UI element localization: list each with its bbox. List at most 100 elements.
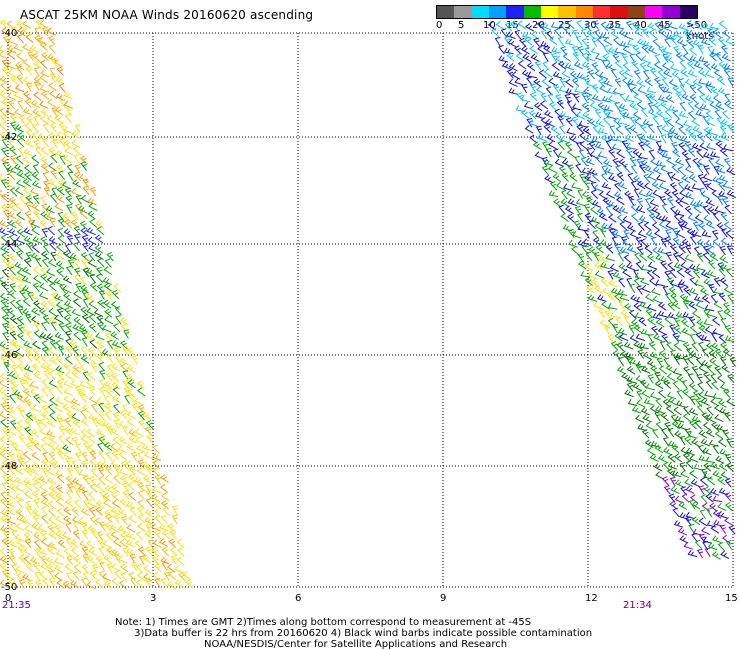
- wind-barb: [1, 427, 10, 437]
- wind-barb: [137, 522, 146, 532]
- wind-barb: [661, 151, 672, 159]
- wind-barb: [78, 484, 88, 493]
- wind-barb: [57, 235, 66, 245]
- wind-barb: [662, 461, 671, 472]
- wind-barb: [7, 37, 17, 45]
- wind-barb: [717, 541, 726, 552]
- wind-barb: [66, 555, 74, 566]
- wind-barb: [134, 476, 144, 485]
- wind-barb: [120, 532, 128, 542]
- wind-barb: [65, 265, 73, 276]
- wind-barb: [693, 204, 702, 214]
- wind-barb: [631, 406, 642, 414]
- wind-barb: [646, 359, 656, 368]
- wind-barb: [151, 467, 160, 477]
- wind-barb: [724, 93, 731, 103]
- wind-barb: [1, 193, 9, 203]
- wind-barb: [675, 229, 686, 239]
- wind-barb: [691, 183, 702, 191]
- wind-barb: [48, 516, 57, 526]
- wind-barb: [5, 107, 15, 116]
- wind-barb: [642, 40, 653, 48]
- wind-barb: [0, 547, 8, 558]
- wind-barb: [80, 161, 88, 171]
- wind-barb: [612, 53, 620, 63]
- wind-barb: [14, 61, 25, 70]
- wind-barb: [182, 571, 192, 580]
- wind-barb: [626, 365, 636, 375]
- wind-barb: [662, 53, 669, 63]
- wind-barb: [548, 141, 558, 150]
- wind-barb: [555, 182, 566, 191]
- wind-barb: [7, 69, 17, 78]
- wind-barb: [32, 210, 41, 220]
- wind-barb: [658, 365, 667, 375]
- wind-barb: [508, 62, 518, 72]
- wind-barb: [536, 133, 547, 142]
- wind-barb: [63, 547, 73, 557]
- wind-barb: [685, 460, 694, 470]
- wind-barb: [671, 148, 681, 158]
- wind-barb: [718, 20, 728, 30]
- wind-barb: [558, 204, 566, 215]
- wind-barb: [577, 224, 588, 232]
- wind-barb: [673, 355, 681, 365]
- wind-barb: [687, 549, 698, 558]
- wind-barb: [63, 126, 73, 134]
- wind-barb: [684, 254, 694, 263]
- wind-barb: [70, 547, 79, 557]
- wind-barb: [22, 450, 31, 461]
- wind-barb: [166, 563, 176, 573]
- wind-barb: [58, 322, 65, 333]
- wind-barb: [661, 62, 671, 71]
- wind-barb: [0, 418, 8, 429]
- wind-barb: [97, 299, 106, 309]
- wind-barb: [702, 151, 713, 160]
- wind-barb: [104, 522, 112, 532]
- wind-barb: [110, 427, 120, 437]
- wind-barb: [571, 245, 579, 256]
- wind-barb: [142, 461, 152, 470]
- wind-barb: [704, 326, 714, 335]
- legend-swatch: [627, 6, 645, 18]
- wind-barb: [110, 492, 119, 502]
- wind-barb: [40, 443, 48, 454]
- wind-barb: [43, 370, 50, 380]
- wind-barb: [709, 101, 719, 110]
- wind-barb: [686, 20, 695, 30]
- wind-barb: [568, 239, 578, 248]
- wind-barb: [6, 491, 16, 500]
- wind-barb: [160, 474, 169, 484]
- wind-barb: [40, 108, 49, 118]
- wind-barb: [591, 83, 599, 94]
- wind-barb: [581, 52, 589, 62]
- wind-barb: [630, 203, 639, 214]
- wind-barb: [81, 242, 89, 252]
- wind-barb: [14, 533, 25, 542]
- wind-barb: [721, 364, 730, 374]
- wind-barb: [126, 347, 136, 357]
- wind-barb: [717, 87, 728, 96]
- wind-barb: [15, 155, 24, 165]
- wind-barb: [25, 66, 33, 76]
- wind-barb: [0, 562, 8, 572]
- wind-barb: [95, 339, 105, 348]
- wind-barb: [0, 298, 8, 308]
- wind-barb: [142, 554, 151, 564]
- wind-barb: [618, 109, 626, 120]
- wind-barb: [706, 310, 716, 318]
- wind-barb: [88, 300, 98, 310]
- wind-barb: [724, 411, 731, 422]
- wind-barb: [71, 459, 80, 469]
- wind-barb: [99, 386, 106, 397]
- wind-barb: [15, 466, 24, 476]
- wind-barb: [88, 476, 97, 486]
- wind-barb: [153, 515, 162, 525]
- wind-barb: [637, 221, 645, 231]
- wind-barb: [663, 379, 672, 389]
- wind-barb: [640, 159, 650, 168]
- wind-barb: [605, 23, 616, 31]
- wind-barb: [683, 405, 691, 416]
- wind-barb: [56, 371, 65, 381]
- wind-barb: [651, 181, 661, 190]
